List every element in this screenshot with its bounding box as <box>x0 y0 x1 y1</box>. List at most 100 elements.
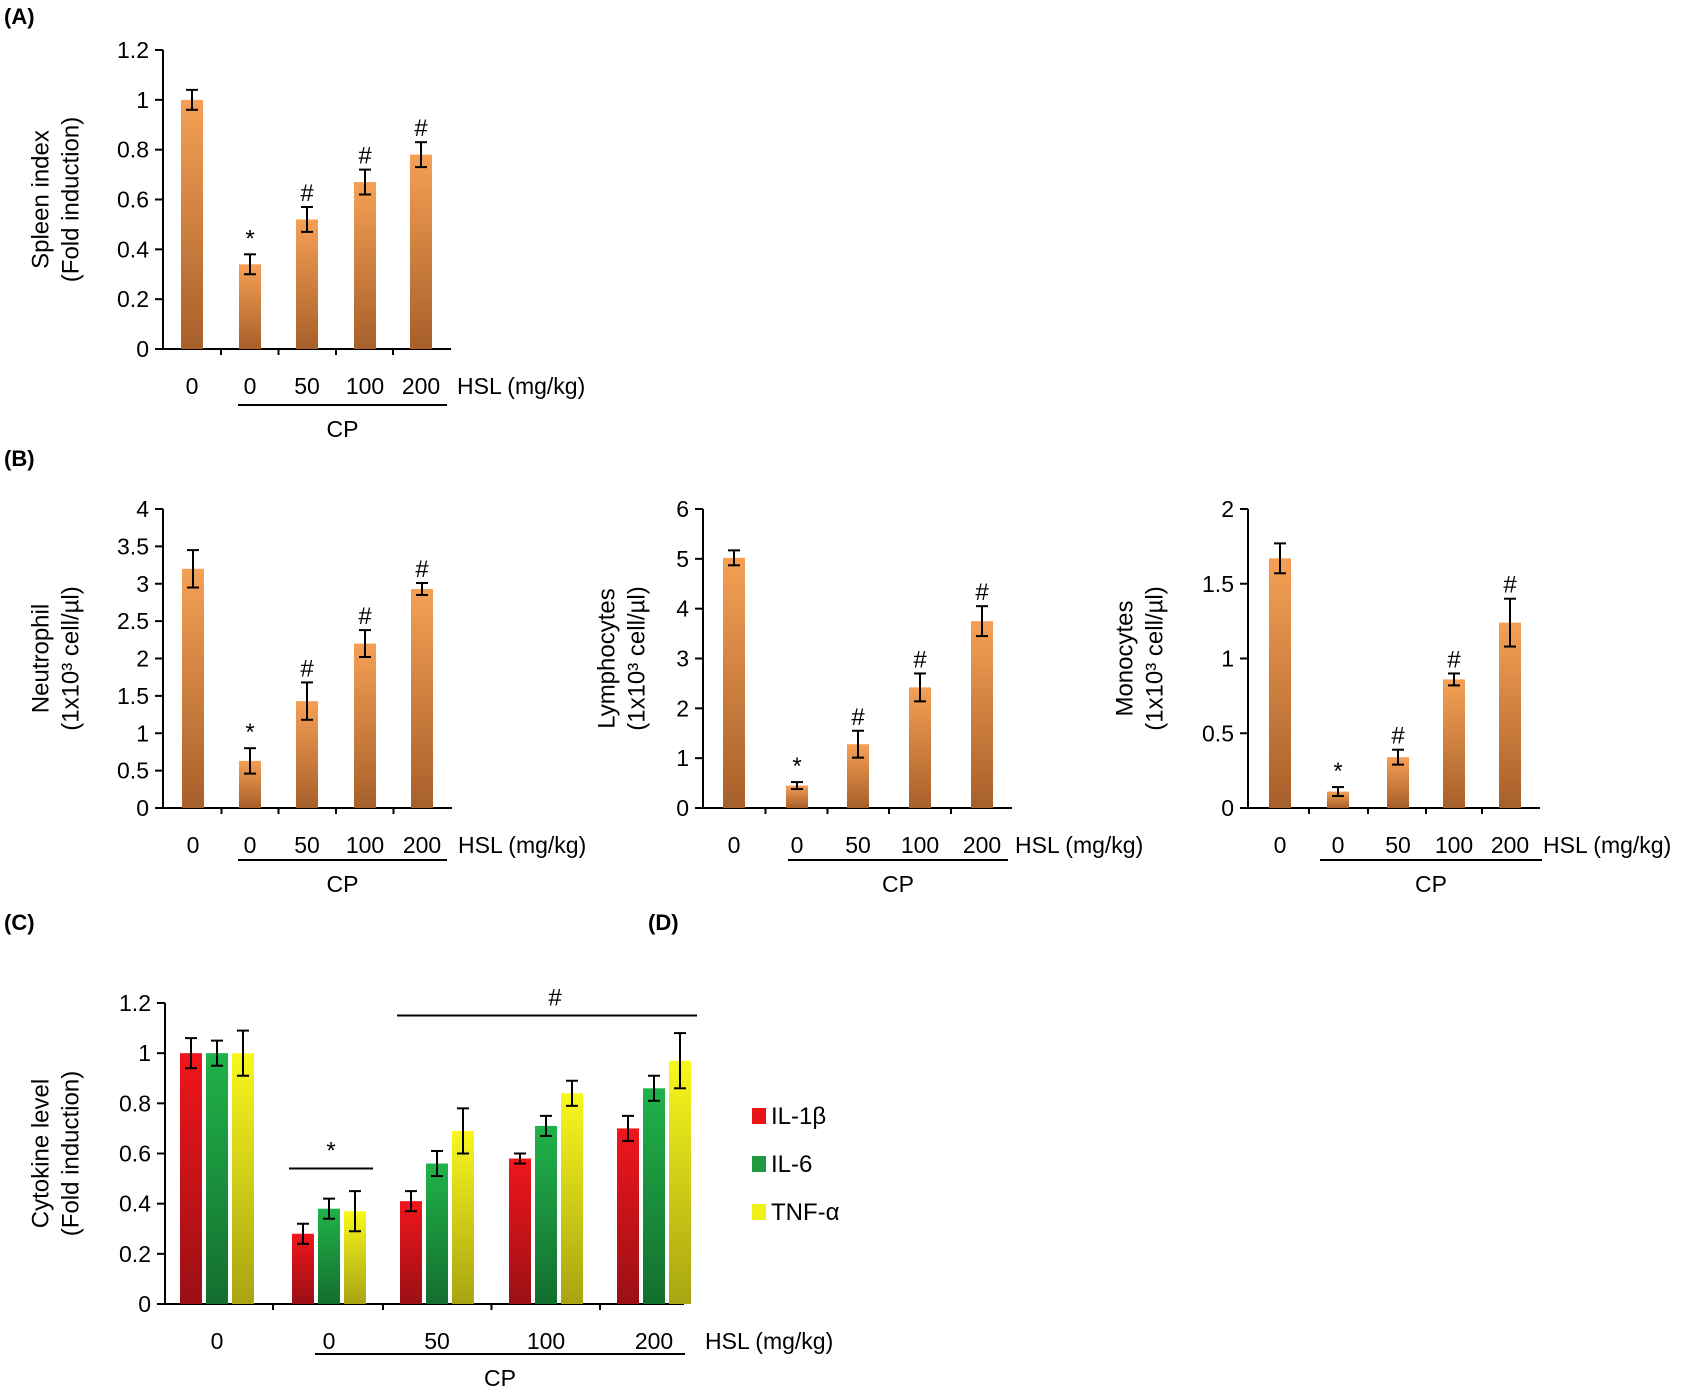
y-tick-label: 4 <box>676 596 689 622</box>
y-axis-title: Lymphocytes <box>593 588 620 729</box>
y-tick-label: 0 <box>676 795 689 821</box>
y-tick-label: 5 <box>676 546 689 572</box>
significance-hash: # <box>913 646 927 673</box>
bar-tnf- <box>561 1093 583 1304</box>
y-axis-title: (1x10³ cell/µl) <box>1141 586 1168 731</box>
bar-il-6 <box>206 1053 228 1304</box>
y-tick-label: 4 <box>136 496 149 522</box>
y-tick-label: 1 <box>136 720 149 746</box>
significance-hash: # <box>415 556 429 583</box>
y-tick-label: 0.6 <box>117 187 149 213</box>
y-tick-label: 0 <box>136 336 149 362</box>
x-unit-label: HSL (mg/kg) <box>705 1328 833 1354</box>
x-tick-label: 0 <box>187 832 200 858</box>
x-tick-label: 0 <box>244 832 257 858</box>
bar-il-1- <box>617 1128 639 1304</box>
x-unit-label: HSL (mg/kg) <box>457 373 585 399</box>
x-tick-label: 50 <box>294 832 320 858</box>
group-label: CP <box>327 416 359 442</box>
bar <box>296 701 318 808</box>
bar <box>1499 622 1521 808</box>
y-axis-title: (Fold induction) <box>57 1071 84 1236</box>
chart-neutrophil: 0 0.5 1 1.5 2 2.5 3 3.5 4 0 0 50 100 200 HSL (mg/kg) CP… <box>27 496 586 897</box>
panel-label-a: (A) <box>4 4 35 29</box>
x-tick-label: 200 <box>963 832 1001 858</box>
significance-hash: # <box>358 143 372 170</box>
legend-swatch <box>752 1108 766 1124</box>
bar-il-6 <box>643 1088 665 1304</box>
bar <box>786 785 808 808</box>
x-unit-label: HSL (mg/kg) <box>458 832 586 858</box>
significance-star: * <box>792 753 801 780</box>
bar-tnf- <box>669 1060 691 1304</box>
legend-label: IL-6 <box>771 1151 812 1178</box>
bar <box>971 621 993 808</box>
significance-hash: # <box>975 579 989 606</box>
significance-hash: # <box>548 985 562 1012</box>
y-tick-label: 0 <box>138 1291 151 1317</box>
bar <box>1443 679 1465 808</box>
y-axis-title: Spleen index <box>27 130 54 269</box>
x-tick-label: 50 <box>1385 832 1411 858</box>
bar <box>1269 558 1291 808</box>
x-tick-label: 0 <box>244 373 257 399</box>
bar-tnf- <box>452 1130 474 1304</box>
significance-hash: # <box>358 603 372 630</box>
chart-lymphocytes: 0 1 2 3 4 5 6 0 0 50 100 200 HSL (mg/kg) CP Lymphocyte… <box>593 496 1143 897</box>
x-tick-label: 0 <box>1332 832 1345 858</box>
significance-hash: # <box>414 115 428 142</box>
x-tick-label: 0 <box>791 832 804 858</box>
y-tick-label: 2.5 <box>117 608 149 634</box>
bar-tnf- <box>344 1211 366 1304</box>
y-tick-label: 1 <box>1221 646 1234 672</box>
y-tick-label: 2 <box>136 646 149 672</box>
legend-swatch <box>752 1204 766 1220</box>
group-label: CP <box>484 1365 516 1391</box>
panel-label-c: (C) <box>4 910 35 935</box>
x-tick-label: 50 <box>294 373 320 399</box>
significance-hash: # <box>300 180 314 207</box>
legend: IL-1β IL-6 TNF-α <box>752 1103 840 1226</box>
bar <box>1387 757 1409 808</box>
y-tick-label: 0.5 <box>1202 720 1234 746</box>
y-tick-label: 6 <box>676 496 689 522</box>
y-tick-label: 0.8 <box>119 1090 151 1116</box>
bar <box>354 643 376 808</box>
y-tick-label: 0 <box>136 795 149 821</box>
x-tick-label: 200 <box>1491 832 1529 858</box>
y-tick-label: 0.4 <box>117 236 149 262</box>
bar-il-1- <box>509 1158 531 1304</box>
bar-il-1- <box>292 1233 314 1304</box>
y-tick-label: 0.2 <box>119 1241 151 1267</box>
bar <box>181 99 203 349</box>
bar <box>239 264 261 349</box>
bar-il-6 <box>318 1208 340 1304</box>
x-tick-label: 200 <box>403 832 441 858</box>
x-unit-label: HSL (mg/kg) <box>1015 832 1143 858</box>
bar <box>354 182 376 349</box>
group-label: CP <box>882 871 914 897</box>
bar <box>723 557 745 808</box>
significance-star: * <box>245 719 254 746</box>
x-tick-label: 0 <box>728 832 741 858</box>
legend-label: TNF-α <box>771 1199 840 1226</box>
y-tick-label: 1 <box>138 1040 151 1066</box>
y-tick-label: 1.5 <box>1202 571 1234 597</box>
bar-il-6 <box>535 1125 557 1304</box>
y-tick-label: 2 <box>676 695 689 721</box>
bar <box>410 154 432 349</box>
x-tick-label: 50 <box>845 832 871 858</box>
bar <box>182 568 204 808</box>
bar-il-6 <box>426 1163 448 1304</box>
x-tick-label: 100 <box>346 373 384 399</box>
significance-hash: # <box>1503 572 1517 599</box>
bar <box>847 744 869 808</box>
bar <box>909 687 931 808</box>
x-tick-label: 0 <box>186 373 199 399</box>
y-tick-label: 1.2 <box>119 990 151 1016</box>
chart-cytokine-level: 0 0.2 0.4 0.6 0.8 1 1.2 0 0 50 100 200 HSL (mg/kg) CP… <box>27 985 839 1391</box>
significance-hash: # <box>1391 723 1405 750</box>
y-axis-title: Neutrophil <box>27 604 54 713</box>
significance-star: * <box>245 225 254 252</box>
x-tick-label: 0 <box>323 1328 336 1354</box>
